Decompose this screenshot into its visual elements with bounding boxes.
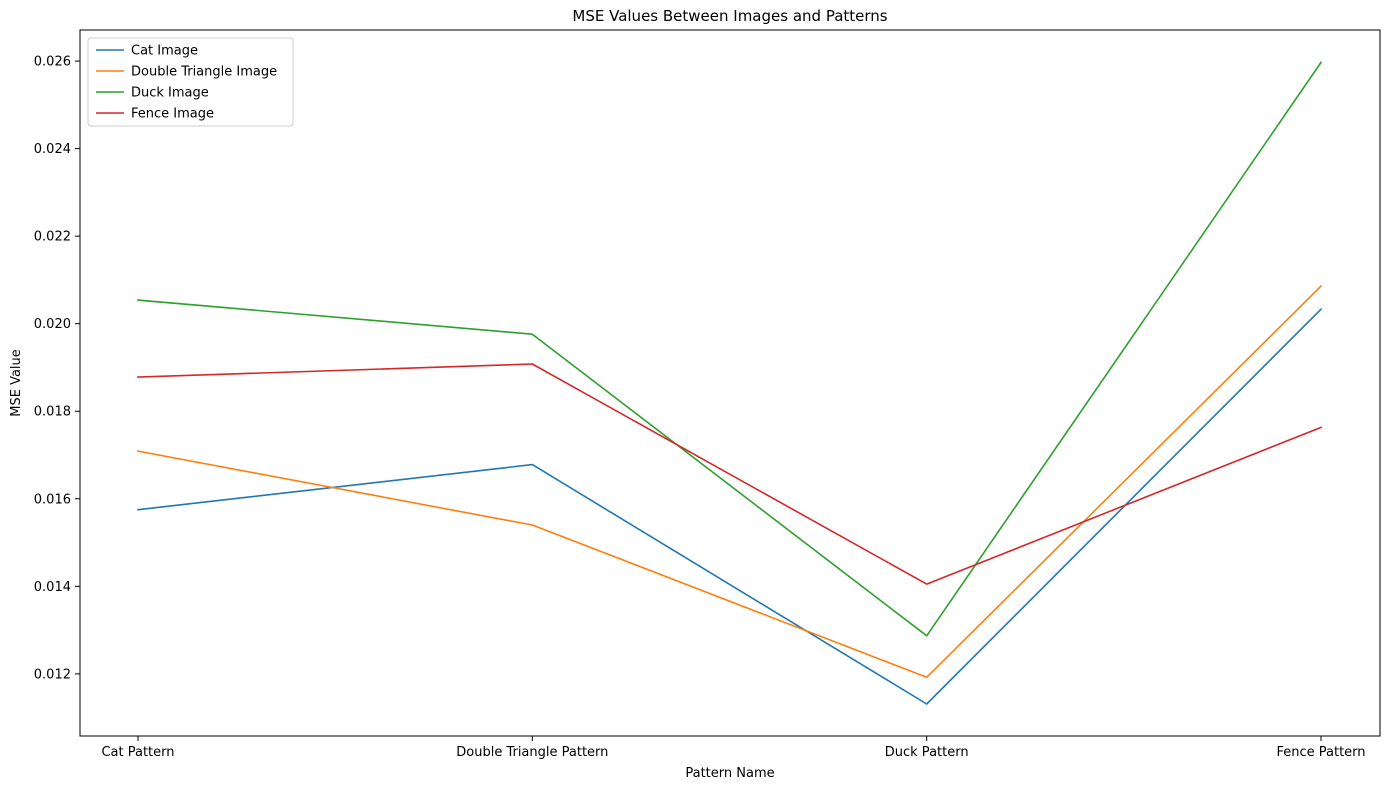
series-line-3 — [137, 363, 1323, 585]
series-line-0 — [137, 308, 1323, 705]
x-axis-label: Pattern Name — [685, 766, 774, 781]
x-tick-label: Fence Pattern — [1276, 745, 1365, 760]
y-tick-label: 0.018 — [34, 405, 71, 420]
y-axis-label: MSE Value — [9, 349, 24, 417]
y-axis: 0.012 0.014 0.016 0.018 0.020 0.022 0.024 0.026 — [34, 55, 80, 682]
legend-entry: Duck Image — [131, 86, 209, 101]
legend-frame — [87, 37, 294, 127]
series-lines — [137, 61, 1323, 705]
y-tick-label: 0.016 — [34, 492, 71, 507]
y-tick-label: 0.014 — [34, 580, 71, 595]
y-tick-label: 0.026 — [34, 55, 71, 70]
x-tick-label: Double Triangle Pattern — [456, 745, 608, 760]
legend: Cat Image Double Triangle Image Duck Image… — [87, 37, 294, 127]
x-axis: Cat Pattern Double Triangle Pattern Duck P… — [101, 736, 1366, 760]
plot-area — [79, 29, 1381, 737]
series-line-2 — [137, 61, 1323, 637]
y-tick-label: 0.020 — [34, 317, 71, 332]
legend-entry: Double Triangle Image — [131, 65, 277, 80]
series-line-1 — [137, 284, 1323, 679]
y-tick-label: 0.024 — [34, 142, 71, 157]
y-tick-label: 0.022 — [34, 230, 71, 245]
legend-entry: Cat Image — [131, 44, 198, 59]
chart-title: MSE Values Between Images and Patterns — [572, 7, 887, 25]
x-tick-label: Cat Pattern — [101, 745, 174, 760]
y-tick-label: 0.012 — [34, 667, 71, 682]
legend-entry: Fence Image — [131, 107, 214, 122]
x-tick-label: Duck Pattern — [885, 745, 969, 760]
